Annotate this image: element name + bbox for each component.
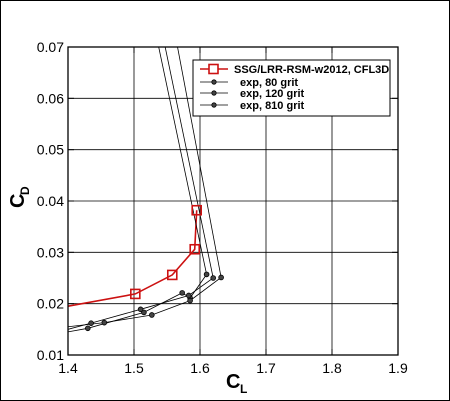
legend-marker-circle <box>211 79 217 85</box>
series-line-0 <box>68 210 198 308</box>
data-point-circle <box>179 290 185 296</box>
y-axis-title: C <box>7 194 29 208</box>
y-tick-label: 0.02 <box>37 296 64 312</box>
legend-label: exp, 810 grit <box>240 100 305 112</box>
y-axis-title-subscript: D <box>18 186 32 195</box>
y-tick-label: 0.06 <box>37 90 64 106</box>
x-tick-label: 1.8 <box>322 360 342 376</box>
x-axis-title: C <box>226 371 240 393</box>
data-point-circle <box>218 274 224 281</box>
data-point-square <box>166 269 178 281</box>
data-point-circle <box>210 275 217 281</box>
legend-marker-circle <box>211 102 217 108</box>
legend-label: exp, 120 grit <box>240 88 305 100</box>
data-point-circle <box>203 271 210 278</box>
x-axis-title-subscript: L <box>240 382 247 396</box>
data-point-circle <box>137 306 144 313</box>
data-point-square <box>189 243 201 255</box>
y-tick-label: 0.01 <box>37 347 64 363</box>
data-point-square <box>191 204 202 216</box>
data-point-circle <box>185 292 192 299</box>
y-tick-label: 0.04 <box>37 193 64 209</box>
y-tick-label: 0.07 <box>37 39 64 55</box>
data-point-circle <box>149 312 155 318</box>
data-point-circle <box>187 297 193 304</box>
x-tick-label: 1.4 <box>58 360 78 376</box>
data-point-circle <box>88 320 94 326</box>
series-line-2 <box>68 47 214 330</box>
data-point-circle <box>101 319 108 326</box>
x-tick-label: 1.6 <box>190 360 210 376</box>
y-tick-label: 0.03 <box>37 244 64 260</box>
series-line-3 <box>68 47 222 328</box>
legend-marker-square <box>208 63 219 75</box>
legend-label: exp, 80 grit <box>240 77 298 89</box>
x-tick-label: 1.7 <box>256 360 276 376</box>
legend-label: SSG/LRR-RSM-w2012, CFL3D <box>234 64 389 76</box>
data-point-square <box>130 288 141 300</box>
plot-markers <box>85 204 224 332</box>
plot-series <box>68 47 222 333</box>
series-line-1 <box>68 47 208 333</box>
legend-marker-circle <box>211 90 217 96</box>
x-tick-label: 1.9 <box>388 360 408 376</box>
data-point-circle <box>85 325 91 332</box>
x-tick-label: 1.5 <box>124 360 144 376</box>
y-tick-label: 0.05 <box>37 142 64 158</box>
axis-ticks: 1.4 1.5 1.6 1.7 1.8 1.9 0.01 0.02 0.03 0.04 0.05 0.… <box>37 39 408 376</box>
data-point-circle <box>141 309 147 316</box>
